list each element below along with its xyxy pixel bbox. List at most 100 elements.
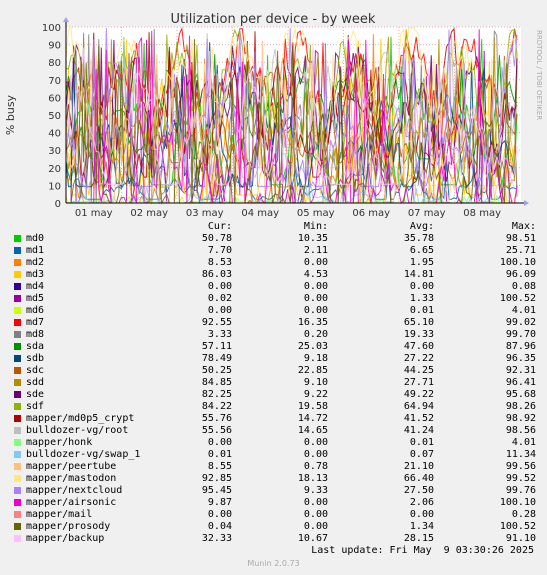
legend-row: mapper/peertube 8.55 0.78 21.10 99.56 xyxy=(0,461,547,473)
legend-swatch xyxy=(14,415,21,422)
legend-row: mapper/mail 0.00 0.00 0.00 0.28 xyxy=(0,509,547,521)
legend-swatch xyxy=(14,343,21,350)
legend-series-name: mapper/mail xyxy=(26,509,93,520)
legend-row: md1 7.70 2.11 6.65 25.71 xyxy=(0,245,547,257)
legend-avg-value: 0.07 xyxy=(409,449,434,460)
legend-avg-value: 0.00 xyxy=(409,509,434,520)
legend-row: mapper/airsonic 9.87 0.00 2.06 100.10 xyxy=(0,497,547,509)
legend-min-value: 0.00 xyxy=(303,437,328,448)
legend-swatch xyxy=(14,475,21,482)
legend-min-value: 18.13 xyxy=(297,473,328,484)
y-tick-label: 90 xyxy=(48,41,61,52)
legend-series-name: mapper/peertube xyxy=(26,461,117,472)
legend-cur-value: 0.00 xyxy=(207,281,232,292)
legend-series-name: bulldozer-vg/swap_1 xyxy=(26,449,141,460)
legend-series-name: md5 xyxy=(26,293,45,304)
legend-min-value: 0.00 xyxy=(303,449,328,460)
rrdtool-credit: RRDTOOL / TOBI OETIKER xyxy=(535,30,543,120)
legend-series-name: sdb xyxy=(26,353,45,364)
x-tick-label: 08 may xyxy=(463,208,501,218)
legend-swatch xyxy=(14,499,21,506)
legend-min-value: 0.00 xyxy=(303,509,328,520)
legend-avg-value: 6.65 xyxy=(409,245,434,256)
legend-series-name: mapper/honk xyxy=(26,437,93,448)
legend-min-value: 0.78 xyxy=(303,461,328,472)
legend-swatch xyxy=(14,331,21,338)
legend-avg-value: 1.33 xyxy=(409,293,434,304)
legend-avg-value: 21.10 xyxy=(403,461,434,472)
legend-row: sdd 84.85 9.10 27.71 96.41 xyxy=(0,377,547,389)
legend-series-name: sdc xyxy=(26,365,45,376)
legend-series-name: bulldozer-vg/root xyxy=(26,425,129,436)
legend-max-value: 92.31 xyxy=(505,365,536,376)
legend-row: sda 57.11 25.03 47.60 87.96 xyxy=(0,341,547,353)
legend-cur-value: 0.00 xyxy=(207,509,232,520)
legend-row: md0 50.78 10.35 35.78 98.51 xyxy=(0,233,547,245)
legend-series-name: sdf xyxy=(26,401,45,412)
legend-min-value: 19.58 xyxy=(297,401,328,412)
legend-cur-value: 3.33 xyxy=(207,329,232,340)
y-tick-label: 60 xyxy=(48,93,61,104)
legend-row: mapper/nextcloud 95.45 9.33 27.50 99.76 xyxy=(0,485,547,497)
legend-swatch xyxy=(14,535,21,542)
legend-max-value: 98.51 xyxy=(505,233,536,244)
legend-max-value: 99.76 xyxy=(505,485,536,496)
legend-cur-value: 9.87 xyxy=(207,497,232,508)
legend-series-name: sda xyxy=(26,341,45,352)
legend-min-value: 10.35 xyxy=(297,233,328,244)
legend-min-value: 0.00 xyxy=(303,497,328,508)
x-tick-label: 02 may xyxy=(130,208,168,218)
legend-avg-value: 27.22 xyxy=(403,353,434,364)
legend-avg-value: 1.34 xyxy=(409,521,434,532)
legend-cur-value: 50.78 xyxy=(201,233,232,244)
legend-swatch xyxy=(14,487,21,494)
series-line-mapper-peertube xyxy=(65,40,518,203)
legend-avg-value: 41.24 xyxy=(403,425,434,436)
legend-min-value: 0.00 xyxy=(303,281,328,292)
legend-row: md6 0.00 0.00 0.01 4.01 xyxy=(0,305,547,317)
chart-title: Utilization per device - by week xyxy=(171,12,376,27)
legend-swatch xyxy=(14,355,21,362)
legend-row: bulldozer-vg/root 55.56 14.65 41.24 98.56 xyxy=(0,425,547,437)
legend-max-value: 99.02 xyxy=(505,317,536,328)
legend-cur-value: 86.03 xyxy=(201,269,232,280)
legend-series-name: md0 xyxy=(26,233,45,244)
legend-min-value: 2.11 xyxy=(303,245,328,256)
legend-cur-value: 78.49 xyxy=(201,353,232,364)
legend-series-name: mapper/mastodon xyxy=(26,473,117,484)
legend-swatch xyxy=(14,247,21,254)
legend-cur-value: 82.25 xyxy=(201,389,232,400)
legend-swatch xyxy=(14,283,21,290)
legend-cur-value: 95.45 xyxy=(201,485,232,496)
legend-row: md7 92.55 16.35 65.10 99.02 xyxy=(0,317,547,329)
legend-avg-value: 64.94 xyxy=(403,401,434,412)
legend-row: md4 0.00 0.00 0.00 0.08 xyxy=(0,281,547,293)
legend-max-value: 98.26 xyxy=(505,401,536,412)
legend-row: md5 0.02 0.00 1.33 100.52 xyxy=(0,293,547,305)
series-line-mapper-mastodon xyxy=(65,26,518,156)
legend-max-value: 98.92 xyxy=(505,413,536,424)
legend-max-value: 96.41 xyxy=(505,377,536,388)
legend-row: md2 8.53 0.00 1.95 100.10 xyxy=(0,257,547,269)
legend-avg-value: 1.95 xyxy=(409,257,434,268)
legend-swatch xyxy=(14,367,21,374)
y-tick-label: 40 xyxy=(48,129,61,140)
legend-row: sdc 50.25 22.85 44.25 92.31 xyxy=(0,365,547,377)
x-tick-label: 06 may xyxy=(352,208,390,218)
legend-cur-value: 0.00 xyxy=(207,305,232,316)
legend-cur-value: 7.70 xyxy=(207,245,232,256)
legend-cur-value: 50.25 xyxy=(201,365,232,376)
legend-swatch xyxy=(14,523,21,530)
legend-avg-value: 27.50 xyxy=(403,485,434,496)
series-line-mapper-nextcloud xyxy=(65,27,518,189)
legend-min-value: 0.20 xyxy=(303,329,328,340)
legend-avg-value: 28.15 xyxy=(403,533,434,544)
y-axis-label: % busy xyxy=(4,94,17,135)
legend-min-value: 22.85 xyxy=(297,365,328,376)
legend-row: sde 82.25 9.22 49.22 95.68 xyxy=(0,389,547,401)
legend-series-name: md1 xyxy=(26,245,45,256)
legend-swatch xyxy=(14,511,21,518)
legend-swatch xyxy=(14,235,21,242)
legend-max-value: 91.10 xyxy=(505,533,536,544)
legend-min-value: 0.00 xyxy=(303,293,328,304)
